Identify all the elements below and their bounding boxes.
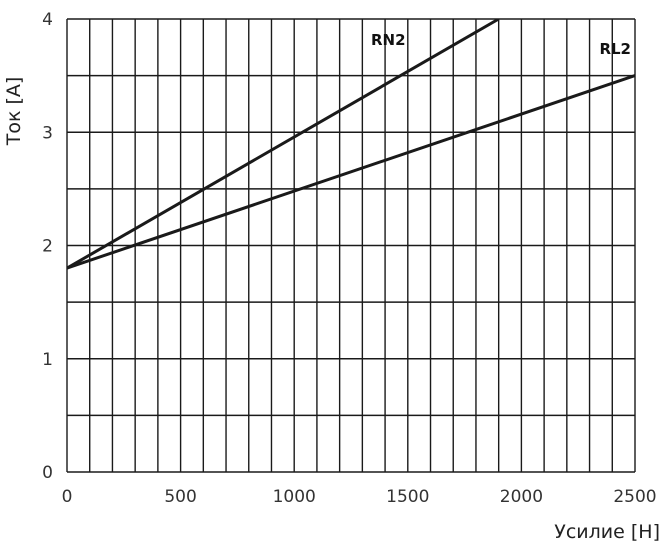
x-tick-label: 1500 [386,487,429,507]
y-axis-tick-labels: 0 1 2 3 4 [42,10,53,483]
series-lines [67,19,635,270]
x-tick-label: 500 [164,487,196,507]
x-axis-tick-labels: 0 500 1000 1500 2000 2500 [62,487,657,507]
y-tick-label: 4 [42,10,53,30]
x-tick-label: 0 [62,487,73,507]
x-tick-label: 1000 [273,487,316,507]
series-labels: RN2 RL2 [371,31,631,58]
series-label-rl2: RL2 [599,40,631,58]
grid [66,18,636,473]
series-label-rn2: RN2 [371,31,406,49]
x-tick-label: 2500 [613,487,656,507]
series-line-rl2 [67,74,635,270]
x-axis-label: Усилие [H] [554,521,660,543]
y-tick-label: 3 [42,123,53,143]
x-tick-label: 2000 [500,487,543,507]
y-tick-label: 2 [42,237,53,257]
y-axis-label: Ток [A] [3,77,25,147]
series-line-rn2 [67,19,500,270]
y-tick-label: 0 [42,463,53,483]
y-tick-label: 1 [42,350,53,370]
